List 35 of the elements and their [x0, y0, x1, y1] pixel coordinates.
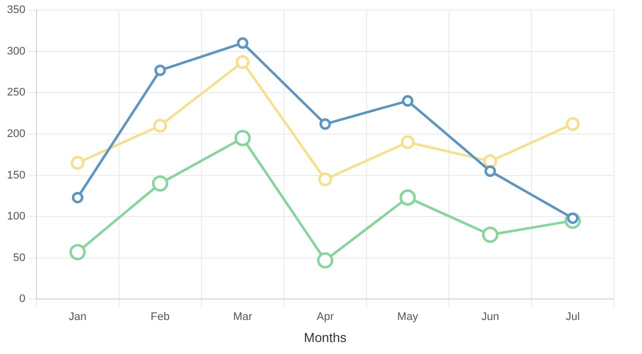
point — [484, 165, 496, 177]
x-tick-label: Jul — [566, 310, 580, 323]
point — [236, 37, 248, 49]
y-tick-label: 200 — [6, 128, 26, 140]
point — [566, 117, 580, 131]
point — [483, 154, 498, 168]
y-tick-label: 250 — [6, 86, 26, 99]
point — [70, 156, 85, 170]
point — [482, 226, 498, 243]
y-tick-label: 100 — [6, 210, 26, 223]
y-tick-label: 350 — [6, 4, 26, 16]
point — [402, 95, 414, 107]
y-tick-label: 150 — [6, 169, 26, 182]
x-tick-label: Apr — [316, 310, 334, 323]
point — [317, 252, 334, 269]
y-tick-label: 50 — [13, 252, 26, 264]
x-tick-label: Feb — [150, 310, 170, 323]
y-tick-label: 300 — [6, 45, 26, 58]
x-axis-title: Months — [304, 330, 347, 345]
point — [319, 118, 331, 130]
point — [400, 189, 416, 206]
x-tick-label: Jun — [481, 310, 500, 323]
point — [72, 192, 84, 204]
point — [236, 55, 250, 70]
point — [400, 135, 415, 150]
x-tick-label: May — [397, 310, 419, 323]
point — [153, 118, 168, 133]
x-tick-label: Jan — [68, 310, 86, 323]
x-tick-label: Mar — [233, 310, 252, 323]
point — [318, 172, 332, 186]
point — [234, 130, 251, 146]
y-tick-label: 0 — [19, 293, 26, 306]
point — [154, 64, 166, 76]
point — [152, 175, 168, 192]
point — [69, 244, 86, 260]
